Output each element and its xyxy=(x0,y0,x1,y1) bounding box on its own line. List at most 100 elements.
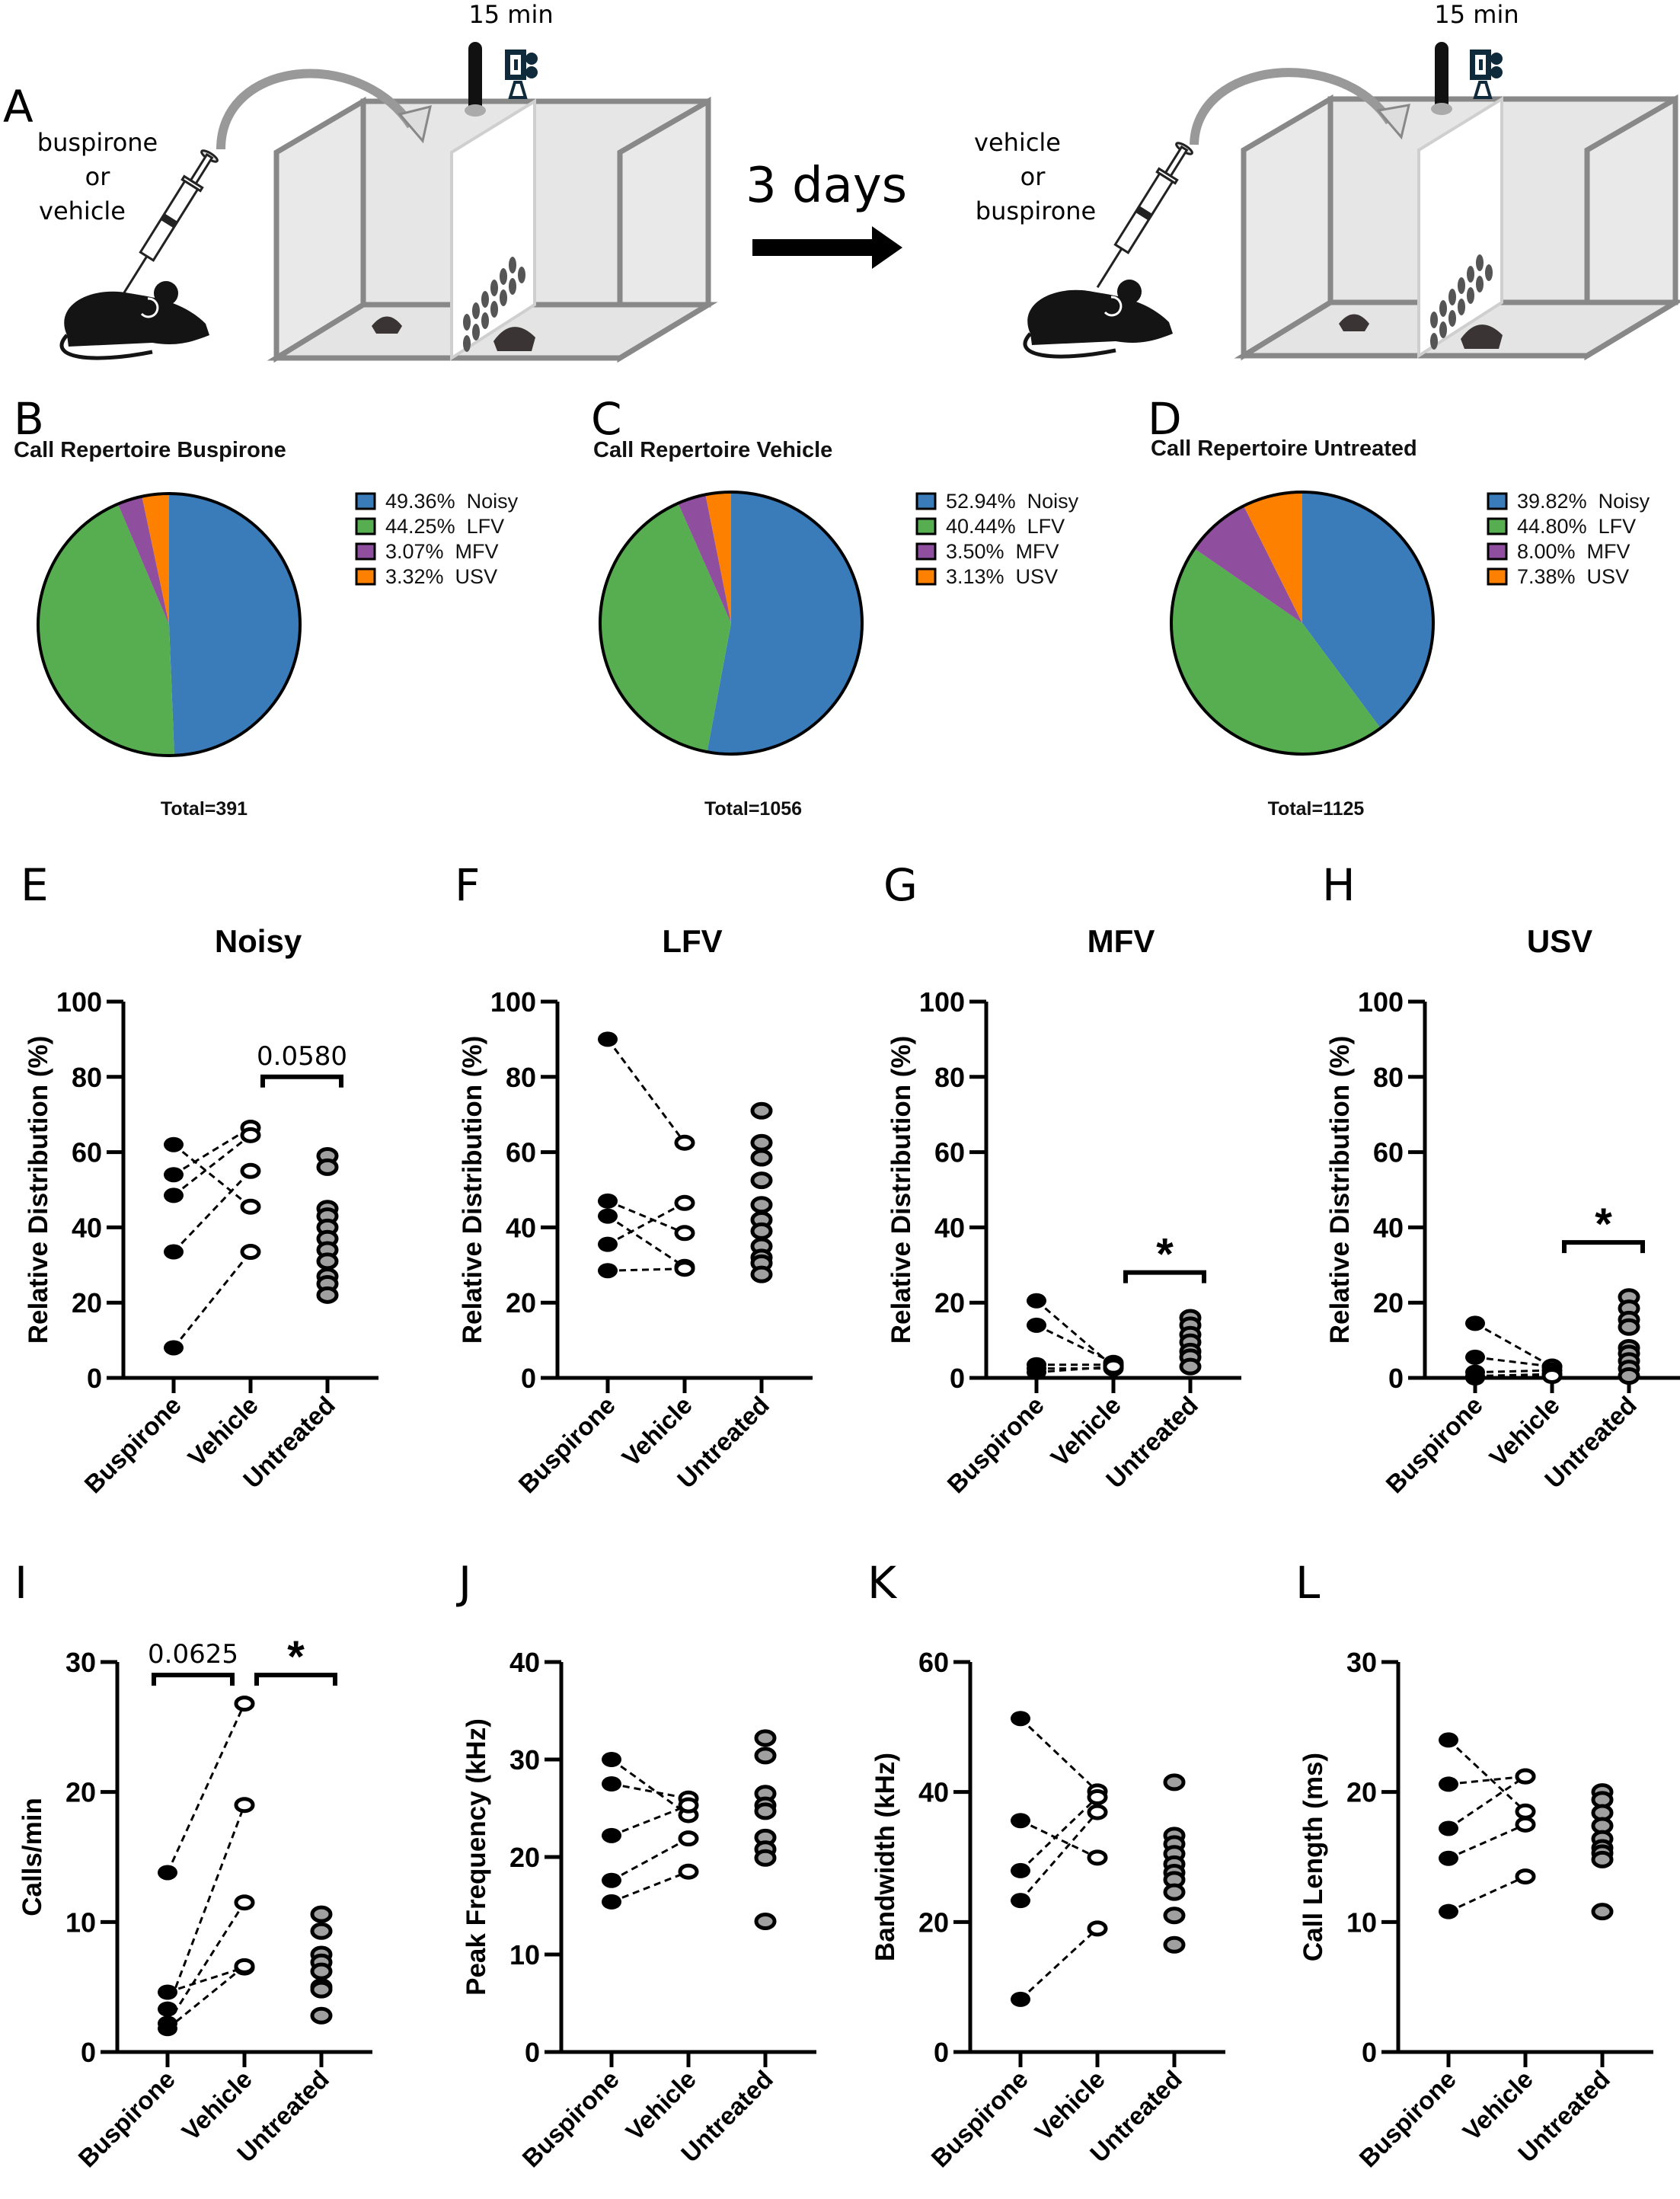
point-buspirone xyxy=(164,1187,184,1203)
y-tick-label: 20 xyxy=(1346,1777,1377,1808)
point-buspirone xyxy=(164,1244,184,1260)
p-value-label: 0.0625 xyxy=(148,1639,238,1670)
paired-line xyxy=(1019,1811,1099,1902)
paired-line xyxy=(607,1201,685,1245)
y-tick-label: 20 xyxy=(1373,1287,1404,1318)
point-vehicle xyxy=(678,1863,699,1880)
x-tick-label: Buspirone xyxy=(1380,1391,1488,1499)
paired-line xyxy=(1448,1775,1526,1830)
panel-letter-l: L xyxy=(1295,1557,1320,1609)
mouse-icon xyxy=(1023,280,1173,359)
pie-slice-lfv xyxy=(38,503,174,756)
y-tick-label: 30 xyxy=(509,1744,540,1776)
panel-letter-h: H xyxy=(1322,859,1356,911)
significance-star: * xyxy=(287,1632,305,1682)
point-untreated xyxy=(754,1802,777,1820)
legend-label-lfv: 44.80% LFV xyxy=(1517,515,1636,538)
point-buspirone xyxy=(1439,1850,1458,1866)
paired-line xyxy=(1474,1375,1553,1379)
paired-line xyxy=(1448,1875,1526,1913)
point-untreated xyxy=(316,1158,339,1176)
point-vehicle xyxy=(1087,1804,1108,1820)
y-tick-label: 60 xyxy=(934,1137,965,1168)
significance-bracket xyxy=(254,1673,337,1686)
point-untreated xyxy=(754,1912,777,1930)
pie-outline xyxy=(1170,491,1435,756)
treatment-line-2: or xyxy=(85,162,111,191)
panel-a: A 15 min buspirone or vehicle xyxy=(3,0,1675,358)
point-vehicle xyxy=(1541,1368,1563,1385)
y-tick-label: 30 xyxy=(1346,1647,1377,1678)
point-buspirone xyxy=(158,1865,177,1881)
y-tick-label: 100 xyxy=(56,986,102,1018)
point-buspirone xyxy=(602,1894,621,1910)
paired-line xyxy=(1474,1356,1553,1368)
y-tick-label: 10 xyxy=(1346,1907,1377,1938)
point-untreated xyxy=(754,1729,777,1747)
paired-line xyxy=(172,1251,252,1349)
paired-line xyxy=(1036,1365,1114,1374)
panel-letter-d: D xyxy=(1148,393,1182,445)
paired-line xyxy=(1474,1373,1553,1378)
point-vehicle xyxy=(678,1830,699,1847)
point-untreated xyxy=(750,1196,773,1214)
panel-letter-c: C xyxy=(591,393,622,445)
panel-letter-a: A xyxy=(3,81,34,133)
mouse-small-icon xyxy=(493,327,535,351)
point-untreated xyxy=(754,1747,777,1765)
point-buspirone xyxy=(1439,1776,1458,1792)
point-buspirone xyxy=(1439,1903,1458,1919)
pie-outline xyxy=(599,491,864,756)
paired-line xyxy=(1474,1369,1553,1374)
y-tick-label: 0 xyxy=(1362,2037,1377,2068)
y-axis-label: Calls/min xyxy=(18,1798,47,1916)
legend-swatch-mfv xyxy=(355,542,376,561)
paired-line xyxy=(606,1038,686,1144)
plot-title: USV xyxy=(1527,923,1592,959)
treatment-line-3: buspirone xyxy=(976,197,1096,225)
treatment-line-3: vehicle xyxy=(39,197,126,225)
y-axis-label: Call Length (ms) xyxy=(1298,1753,1328,1961)
paired-line xyxy=(167,1966,245,1993)
point-buspirone xyxy=(1027,1317,1046,1333)
panel-letter-b: B xyxy=(14,393,44,445)
duration-label: 15 min xyxy=(468,0,553,29)
legend-swatch-noisy xyxy=(355,492,376,510)
paired-line xyxy=(173,1143,251,1208)
paired-line xyxy=(166,1702,246,1874)
point-vehicle xyxy=(1087,1788,1108,1805)
interval-label: 3 days xyxy=(746,158,907,214)
pie-slice-usv xyxy=(1244,492,1302,623)
test-box-icon xyxy=(276,101,708,358)
x-tick-label: Buspirone xyxy=(72,2065,180,2173)
y-axis-label: Peak Frequency (kHz) xyxy=(462,1718,491,1996)
pie-slice-lfv xyxy=(600,503,731,753)
point-untreated xyxy=(316,1286,339,1304)
pie-slice-mfv xyxy=(678,494,731,623)
point-untreated xyxy=(1618,1318,1640,1336)
point-untreated xyxy=(750,1149,773,1167)
test-box-icon xyxy=(1244,99,1675,356)
point-vehicle xyxy=(234,1797,255,1814)
paired-line xyxy=(611,1804,689,1837)
y-tick-label: 30 xyxy=(65,1647,96,1678)
point-untreated xyxy=(750,1222,773,1240)
point-buspirone xyxy=(602,1827,621,1843)
y-tick-label: 20 xyxy=(509,1842,540,1873)
point-buspirone xyxy=(1465,1370,1485,1386)
point-buspirone xyxy=(1439,1820,1458,1836)
point-vehicle xyxy=(240,1127,261,1143)
significance-star: * xyxy=(1156,1230,1174,1280)
panel-letter-i: I xyxy=(14,1557,27,1609)
y-tick-label: 20 xyxy=(65,1777,96,1808)
y-axis-label: Relative Distribution (%) xyxy=(24,1036,53,1344)
pie-slice-noisy xyxy=(707,492,862,754)
mouse-small-icon xyxy=(1339,314,1369,331)
y-tick-label: 0 xyxy=(934,2037,949,2068)
legend-swatch-noisy xyxy=(915,492,937,510)
